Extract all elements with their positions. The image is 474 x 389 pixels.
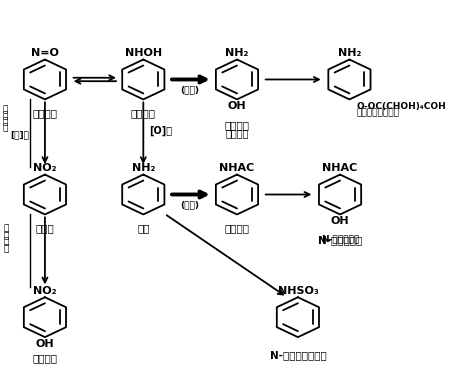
Text: (主要): (主要) bbox=[181, 86, 200, 95]
Text: 对硝基酚: 对硝基酚 bbox=[32, 354, 57, 364]
Text: N-乙酰对氨酚: N-乙酰对氨酚 bbox=[318, 235, 362, 245]
Text: NHOH: NHOH bbox=[125, 48, 162, 58]
Text: （: （ bbox=[3, 106, 8, 115]
Text: OH: OH bbox=[228, 101, 246, 111]
Text: 对氨基酚: 对氨基酚 bbox=[225, 120, 249, 130]
Text: 乙酰苯胺: 乙酰苯胺 bbox=[225, 223, 249, 233]
Text: NO₂: NO₂ bbox=[33, 286, 57, 296]
Text: NHSO₃: NHSO₃ bbox=[277, 286, 318, 296]
Text: 主: 主 bbox=[3, 111, 8, 120]
Text: NHAC: NHAC bbox=[219, 163, 255, 173]
Text: 小: 小 bbox=[4, 231, 9, 240]
Text: [O]快: [O]快 bbox=[149, 126, 173, 137]
Text: 苯胺: 苯胺 bbox=[137, 223, 150, 233]
Text: (次要): (次要) bbox=[181, 201, 200, 210]
Text: ）: ） bbox=[4, 244, 9, 253]
Text: 对氨基酚: 对氨基酚 bbox=[225, 128, 249, 138]
Text: 硝基苯: 硝基苯 bbox=[36, 223, 55, 233]
Text: 量: 量 bbox=[4, 238, 9, 247]
Text: NH₂: NH₂ bbox=[338, 48, 361, 58]
Text: N=O: N=O bbox=[31, 48, 59, 58]
Text: O-OC(CHOH)₄COH: O-OC(CHOH)₄COH bbox=[356, 102, 446, 112]
Text: NO₂: NO₂ bbox=[33, 163, 57, 173]
Text: 苯基羟胺: 苯基羟胺 bbox=[131, 108, 156, 118]
Text: ）: ） bbox=[3, 123, 8, 132]
Text: NH₂: NH₂ bbox=[225, 48, 249, 58]
Text: OH: OH bbox=[36, 339, 54, 349]
Text: N-乙酰对氨酚: N-乙酰对氨酚 bbox=[321, 235, 359, 244]
Text: NHAC: NHAC bbox=[322, 163, 358, 173]
Text: N-苯基氨基磺酸酯: N-苯基氨基磺酸酯 bbox=[270, 350, 326, 360]
Text: 对氨基酚葡糖醛酸: 对氨基酚葡糖醛酸 bbox=[356, 109, 400, 117]
Text: 亚硝基苯: 亚硝基苯 bbox=[32, 108, 57, 118]
Text: （: （ bbox=[4, 224, 9, 233]
Text: OH: OH bbox=[331, 216, 349, 226]
Text: 要: 要 bbox=[3, 117, 8, 126]
Text: NH₂: NH₂ bbox=[132, 163, 155, 173]
Text: [回]慢: [回]慢 bbox=[10, 130, 29, 139]
